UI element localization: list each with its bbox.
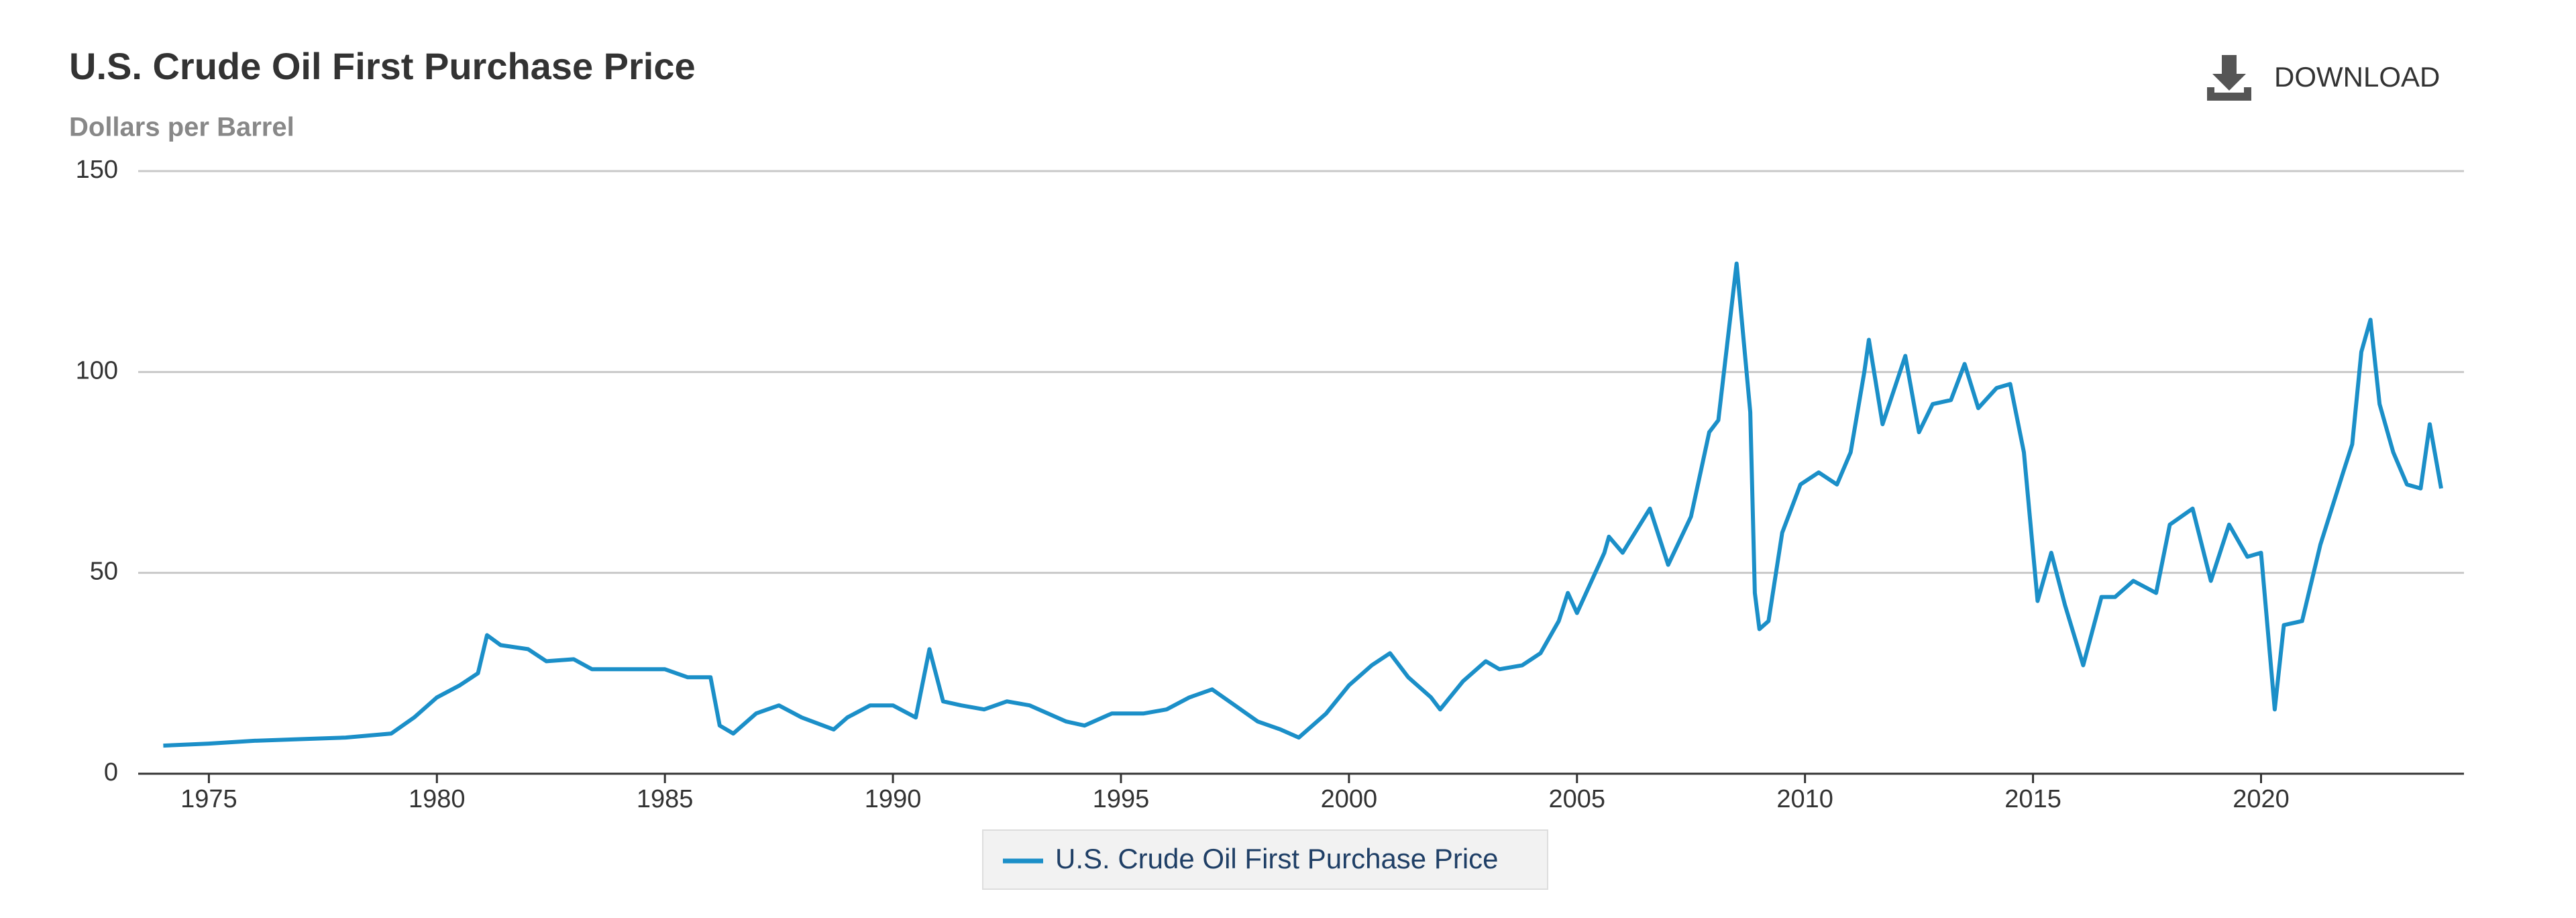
legend-box xyxy=(982,829,1548,890)
y-tick-label: 150 xyxy=(76,156,118,184)
legend-label: U.S. Crude Oil First Purchase Price xyxy=(1055,843,1499,874)
x-tick-label: 1990 xyxy=(865,785,922,813)
x-tick-label: 2000 xyxy=(1321,785,1378,813)
x-tick-label: 2015 xyxy=(2004,785,2061,813)
x-tick-label: 2020 xyxy=(2233,785,2290,813)
download-label[interactable]: DOWNLOAD xyxy=(2274,61,2440,93)
x-tick-label: 1995 xyxy=(1093,785,1150,813)
x-tick-label: 1980 xyxy=(409,785,466,813)
y-tick-label: 0 xyxy=(104,758,118,786)
x-tick-label: 1975 xyxy=(180,785,237,813)
y-tick-label: 100 xyxy=(76,356,118,385)
chart-subtitle: Dollars per Barrel xyxy=(69,113,294,142)
x-tick-label: 2005 xyxy=(1549,785,1606,813)
x-tick-label: 2010 xyxy=(1776,785,1833,813)
x-tick-label: 1985 xyxy=(637,785,694,813)
download-icon[interactable] xyxy=(2207,55,2251,101)
download-button[interactable]: DOWNLOAD xyxy=(2200,47,2469,107)
y-tick-label: 50 xyxy=(90,558,118,586)
legend: U.S. Crude Oil First Purchase Price xyxy=(982,829,1548,890)
chart-title: U.S. Crude Oil First Purchase Price xyxy=(69,45,696,87)
data-line xyxy=(163,261,2443,748)
